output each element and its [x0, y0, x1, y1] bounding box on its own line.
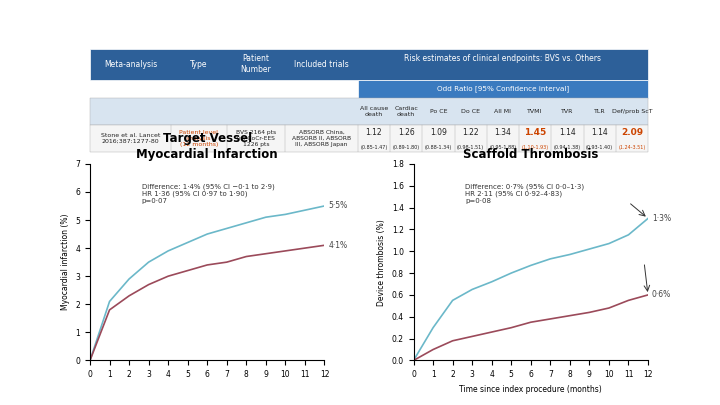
Text: Patient
Number: Patient Number [240, 54, 271, 74]
Title: Scaffold Thrombosis: Scaffold Thrombosis [463, 148, 598, 161]
FancyBboxPatch shape [358, 79, 648, 98]
Text: Patient level
analysis
(12 months): Patient level analysis (12 months) [179, 130, 218, 147]
Text: 1.26: 1.26 [398, 128, 415, 137]
Text: TLR: TLR [594, 109, 606, 114]
Y-axis label: Myocardial infarction (%): Myocardial infarction (%) [61, 214, 70, 310]
X-axis label: Time since index procedure (months): Time since index procedure (months) [459, 385, 602, 394]
Text: 1.45: 1.45 [524, 128, 546, 137]
Text: (0.95-1.88): (0.95-1.88) [490, 145, 516, 150]
Text: (0.93-1.40): (0.93-1.40) [586, 145, 613, 150]
FancyBboxPatch shape [90, 49, 648, 79]
Text: 2.09: 2.09 [621, 128, 643, 137]
Text: (1.24-3.51): (1.24-3.51) [618, 145, 646, 150]
Text: Difference: 1·4% (95% CI −0·1 to 2·9)
HR 1·36 (95% CI 0·97 to 1·90)
p=0·07: Difference: 1·4% (95% CI −0·1 to 2·9) HR… [142, 183, 274, 205]
Text: (0.89-1.80): (0.89-1.80) [392, 145, 420, 150]
Text: Def/prob ScT: Def/prob ScT [611, 109, 652, 114]
Text: 1.34: 1.34 [495, 128, 511, 137]
FancyBboxPatch shape [90, 98, 648, 125]
Text: Meta-analysis: Meta-analysis [104, 60, 157, 68]
Text: Difference: 0·7% (95% CI 0·0–1·3)
HR 2·11 (95% CI 0·92–4·83)
p=0·08: Difference: 0·7% (95% CI 0·0–1·3) HR 2·1… [465, 183, 584, 205]
Text: 1.14: 1.14 [559, 128, 576, 137]
Text: TVMI: TVMI [528, 109, 543, 114]
Text: 1.14: 1.14 [591, 128, 608, 137]
Title: Target Vessel
Myocardial Infarction: Target Vessel Myocardial Infarction [136, 132, 278, 161]
Text: 1.09: 1.09 [430, 128, 447, 137]
Text: BVS 2164 pts
vs. CoCr-EES
1226 pts: BVS 2164 pts vs. CoCr-EES 1226 pts [236, 130, 276, 147]
Text: 4·1%: 4·1% [328, 241, 348, 250]
Text: (0.98-1.51): (0.98-1.51) [457, 145, 485, 150]
Text: Included trials: Included trials [294, 60, 349, 68]
Text: Do CE: Do CE [462, 109, 480, 114]
Y-axis label: Device thrombosis (%): Device thrombosis (%) [377, 219, 386, 305]
Text: 1.22: 1.22 [462, 128, 479, 137]
Text: 1.12: 1.12 [366, 128, 382, 137]
Text: All cause
death: All cause death [360, 106, 388, 117]
Text: (1.10-1.93): (1.10-1.93) [521, 145, 549, 150]
Text: Type: Type [190, 60, 207, 68]
Text: Po CE: Po CE [430, 109, 447, 114]
Text: Risk estimates of clinical endpoints: BVS vs. Others: Risk estimates of clinical endpoints: BV… [405, 54, 601, 63]
Text: (0.85-1.47): (0.85-1.47) [360, 145, 387, 150]
Text: ABSORB China,
ABSORB II, ABSORB
III, ABSORB Japan: ABSORB China, ABSORB II, ABSORB III, ABS… [292, 130, 351, 147]
Text: (0.94-1.38): (0.94-1.38) [554, 145, 581, 150]
Text: Odd Ratio [95% Confidence interval]: Odd Ratio [95% Confidence interval] [437, 85, 569, 92]
FancyBboxPatch shape [90, 125, 648, 152]
Text: 0·6%: 0·6% [652, 290, 671, 299]
Text: Stone et al. Lancet
2016;387:1277-80: Stone et al. Lancet 2016;387:1277-80 [101, 133, 160, 144]
Text: TVR: TVR [561, 109, 574, 114]
Text: 1·3%: 1·3% [652, 214, 671, 223]
Text: Cardiac
death: Cardiac death [395, 106, 418, 117]
Text: All MI: All MI [495, 109, 511, 114]
Text: (0.88-1.34): (0.88-1.34) [425, 145, 452, 150]
Text: 5·5%: 5·5% [328, 201, 348, 211]
